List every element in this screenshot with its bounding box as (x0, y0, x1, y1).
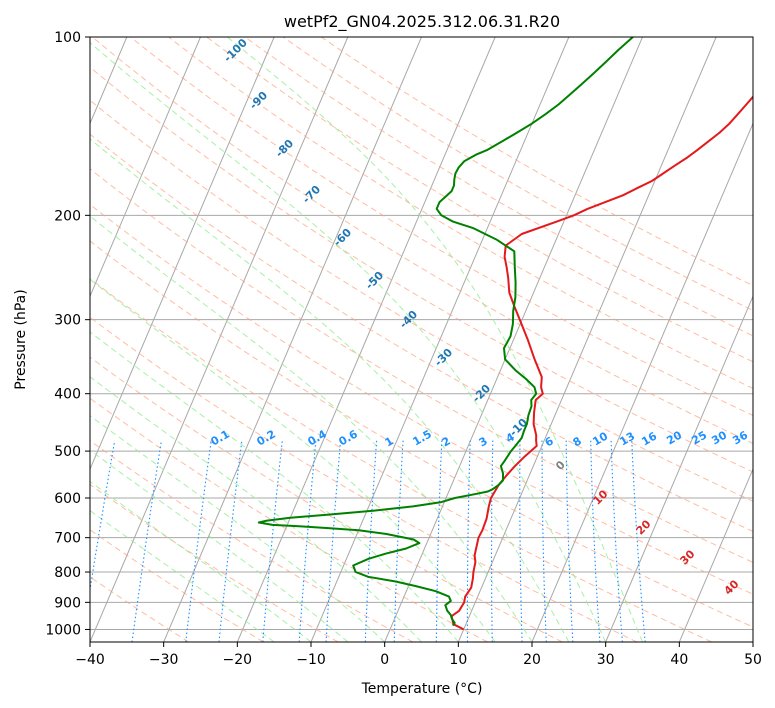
moist-adiabat-line (90, 138, 570, 642)
dewpoint-profile (257, 37, 634, 627)
mixing-ratio-line (590, 440, 601, 642)
reference-lines (90, 37, 753, 642)
x-tick-label: 20 (523, 652, 541, 668)
isotherm-line (457, 37, 717, 642)
dry-adiabat-line (90, 168, 753, 563)
y-tick-label: 100 (54, 30, 81, 46)
isotherm-line (605, 295, 753, 642)
y-tick-label: 900 (54, 595, 81, 611)
mixing-ratio-line (325, 440, 342, 642)
moist-adiabat-line (90, 215, 533, 642)
plot-frame (89, 36, 754, 643)
y-tick-label: 300 (54, 313, 81, 329)
dry-adiabat-line (90, 133, 753, 533)
isotherm-line (163, 37, 422, 642)
mixing-ratio-line (466, 440, 471, 642)
moist-adiabat-line (90, 331, 459, 642)
chart-title: wetPf2_GN04.2025.312.06.31.R20 (284, 12, 560, 32)
dry-adiabat-line (90, 203, 753, 595)
sounding-profiles (257, 37, 753, 631)
dry-adiabat-line (90, 240, 753, 628)
mixing-ratio-line (262, 440, 283, 642)
y-tick-label: 600 (54, 491, 81, 507)
mixing-ratio-line (185, 440, 212, 642)
mixing-ratio-line (631, 440, 646, 642)
dry-adiabat-line (91, 37, 753, 445)
y-tick-label: 1000 (45, 622, 81, 638)
x-tick-label: −30 (149, 652, 179, 668)
x-tick-label: −40 (75, 652, 105, 668)
moist-adiabat-line (90, 278, 496, 642)
dry-adiabat-line (90, 99, 753, 502)
mixing-ratio-line (218, 440, 243, 642)
x-tick-label: 10 (449, 652, 467, 668)
x-tick-label: 40 (670, 652, 688, 668)
isotherm-line (531, 122, 753, 642)
moist-adiabat-line (227, 37, 643, 642)
isotherm-line (384, 37, 643, 642)
isotherm-line (90, 37, 201, 298)
x-tick-label: 50 (744, 652, 762, 668)
mixing-ratio-line (435, 440, 443, 642)
moist-adiabat-line (90, 509, 275, 642)
y-axis-title: Pressure (hPa) (13, 289, 29, 389)
x-axis-title: Temperature (°C) (361, 681, 483, 697)
temperature-profile (450, 95, 753, 631)
x-axis: −40 −30 −20 −10 0 10 20 30 40 50 (75, 642, 762, 668)
y-tick-label: 500 (54, 444, 81, 460)
isotherm-line (90, 37, 275, 471)
dry-adiabat-line (90, 440, 414, 642)
dry-adiabat-line (168, 37, 753, 389)
mixing-ratio-line (610, 440, 623, 642)
x-tick-label: −10 (296, 652, 326, 668)
mixing-ratio-line (541, 440, 547, 642)
dry-adiabat-line (90, 66, 753, 473)
y-axis: 100 200 300 400 500 600 700 800 900 1000 (45, 30, 90, 638)
mixing-ratio-line (364, 440, 378, 642)
y-tick-label: 400 (54, 387, 81, 403)
dry-adiabat-line (90, 316, 638, 642)
mixing-ratio-line (393, 440, 404, 642)
moist-adiabat-line (90, 42, 607, 642)
x-tick-label: −20 (223, 652, 253, 668)
y-tick-label: 800 (54, 565, 81, 581)
dry-adiabat-line (206, 37, 753, 363)
x-tick-label: 30 (597, 652, 615, 668)
x-tick-label: 0 (380, 652, 389, 668)
dry-adiabat-line (130, 37, 753, 417)
mixing-ratio-line (519, 440, 523, 642)
mixing-ratio-line (298, 440, 317, 642)
y-tick-label: 200 (54, 208, 81, 224)
dry-adiabat-line (90, 356, 563, 642)
moist-adiabat-line (90, 415, 386, 642)
mixing-ratio-line (490, 440, 494, 642)
moist-adiabat-line (90, 480, 312, 642)
isotherm-line (236, 37, 496, 642)
y-tick-label: 700 (54, 531, 81, 547)
isotherm-line (678, 467, 753, 642)
mixing-ratio-line (565, 440, 574, 642)
